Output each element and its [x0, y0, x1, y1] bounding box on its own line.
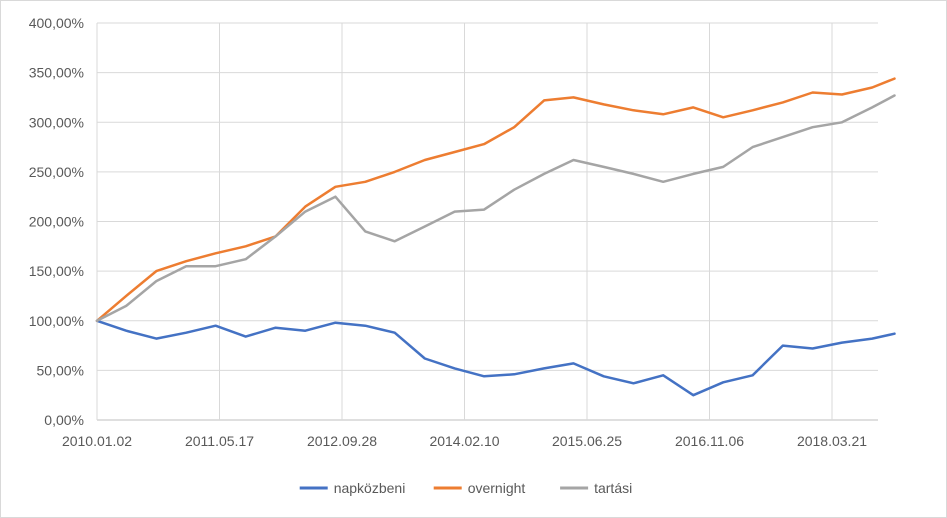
legend: napközbeni overnight tartási	[299, 480, 632, 496]
y-tick-label: 350,00%	[29, 65, 84, 81]
x-tick-label: 2014.02.10	[429, 433, 499, 449]
y-tick-label: 300,00%	[29, 114, 84, 130]
y-tick-label: 100,00%	[29, 313, 84, 329]
gridlines	[96, 22, 878, 421]
y-tick-label: 250,00%	[29, 164, 84, 180]
x-tick-label: 2012.09.28	[307, 433, 377, 449]
series-line	[95, 94, 896, 323]
series-line	[95, 319, 896, 397]
legend-label: tartási	[594, 480, 632, 496]
x-tick-label: 2011.05.17	[185, 433, 254, 449]
y-tick-label: 400,00%	[29, 15, 84, 31]
legend-label: overnight	[468, 480, 526, 496]
y-tick-label: 200,00%	[29, 214, 84, 230]
x-tick-label: 2016.11.06	[675, 433, 744, 449]
y-tick-label: 150,00%	[29, 263, 84, 279]
series-lines	[95, 77, 896, 397]
legend-label: napközbeni	[334, 480, 406, 496]
y-axis-tick-labels: 0,00% 50,00% 100,00% 150,00% 200,00% 250,00% 3…	[29, 15, 84, 428]
y-tick-label: 0,00%	[44, 412, 84, 428]
y-tick-label: 50,00%	[37, 362, 84, 378]
x-tick-label: 2018.03.21	[797, 433, 867, 449]
x-axis-tick-labels: 2010.01.02 2011.05.17 2012.09.28 2014.02.10…	[62, 433, 867, 449]
series-line	[95, 77, 896, 323]
x-tick-label: 2010.01.02	[62, 433, 132, 449]
x-tick-label: 2015.06.25	[552, 433, 622, 449]
